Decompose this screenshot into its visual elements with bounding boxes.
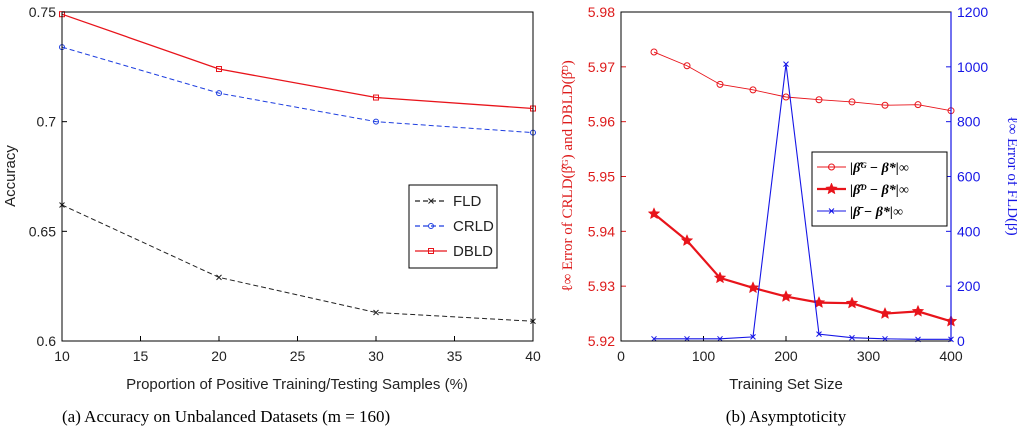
chart-a-x-tick-label: 30 [368, 348, 384, 364]
chart-a-x-axis-label: Proportion of Positive Training/Testing … [126, 376, 468, 393]
series-line-crld [61, 46, 534, 134]
chart-b-left-y-tick-label: 5.94 [588, 223, 615, 239]
chart-a-x-tick-label: 20 [211, 348, 227, 364]
chart-b-legend: |β̂ᴳ − β*|∞ |β̂ᴰ − β*|∞ |β̄ − β*|∞ [811, 151, 948, 227]
chart-b-x-tick-label: 100 [692, 348, 716, 364]
chart-a-x-tick-label: 25 [290, 348, 306, 364]
data-point-b-2 [651, 335, 657, 342]
data-point-b-2 [717, 335, 723, 342]
series-line-b-0 [653, 51, 952, 112]
chart-b-left-y-tick-label: 5.92 [588, 333, 615, 349]
series-line-b-1 [653, 212, 952, 323]
data-point-b-0 [749, 86, 757, 94]
data-point-dbld [373, 94, 379, 101]
legend-marker-b-2 [828, 208, 835, 214]
data-point-b-2 [750, 334, 756, 340]
data-point-b-0 [881, 101, 889, 109]
chart-b-left-y-tick-label: 5.93 [588, 278, 615, 294]
data-point-b-0 [650, 48, 658, 56]
chart-b-left-axis-label: ℓ∞ Error of CRLD(β̂ᴳ) and DBLD(β̂ᴰ) [560, 60, 576, 291]
legend-label-fld: FLD [453, 193, 482, 210]
data-point-b-0 [848, 98, 856, 106]
legend-marker-fld [428, 198, 434, 204]
data-point-b-1 [647, 207, 661, 220]
series-line-fld [61, 204, 534, 322]
data-point-fld [373, 309, 379, 316]
chart-b-left-y-tick-label: 5.96 [588, 114, 615, 130]
chart-b-right-y-tick-label: 200 [957, 278, 981, 294]
series-line-b-2 [654, 64, 951, 340]
chart-b-right-y-tick-label: 800 [957, 114, 981, 130]
legend-label-b-0: |β̂ᴳ − β*|∞ [850, 161, 909, 176]
data-point-b-2 [684, 335, 690, 342]
series-b-0 [650, 48, 955, 115]
data-point-b-1 [746, 281, 760, 294]
chart-b-right-y-tick-label: 0 [957, 333, 965, 349]
data-point-b-2 [783, 61, 789, 67]
chart-a-y-tick-label: 0.75 [29, 4, 56, 20]
data-point-b-2 [816, 331, 822, 337]
chart-b-x-tick-label: 0 [617, 348, 625, 364]
legend-marker-b-0 [828, 163, 835, 171]
data-point-b-0 [683, 62, 691, 70]
data-point-crld [216, 90, 222, 97]
chart-b-right-y-tick-label: 1200 [957, 4, 988, 20]
data-point-b-1 [713, 271, 727, 284]
chart-a-x-tick-label: 40 [525, 348, 541, 364]
chart-b-x-tick-label: 400 [939, 348, 963, 364]
data-point-b-0 [914, 101, 922, 109]
data-point-b-1 [845, 296, 859, 309]
chart-b-x-tick-label: 200 [774, 348, 798, 364]
chart-b-right-y-tick-label: 1000 [957, 59, 988, 75]
chart-a-y-axis-label: Accuracy [2, 145, 19, 207]
legend-marker-crld [428, 223, 434, 229]
chart-b-left-y-tick-label: 5.98 [588, 4, 615, 20]
chart-a-legend: FLD CRLD DBLD [408, 184, 498, 269]
chart-b-x-tick-label: 300 [857, 348, 881, 364]
data-point-dbld [216, 66, 222, 73]
legend-marker-dbld [428, 248, 434, 254]
chart-b-right-y-tick-label: 400 [957, 223, 981, 239]
series-dbld [59, 11, 536, 112]
data-point-b-1 [680, 234, 694, 247]
chart-a-caption: (a) Accuracy on Unbalanced Datasets (m =… [62, 407, 390, 426]
chart-a-x-tick-label: 35 [447, 348, 463, 364]
chart-b-right-axis-label: ℓ∞ Error of FLD(β̄) [1004, 116, 1017, 235]
chart-a-plot-area [62, 12, 533, 341]
series-b-1 [647, 207, 958, 327]
chart-a-y-tick-label: 0.6 [37, 333, 57, 349]
chart-b-left-y-tick-label: 5.95 [588, 169, 615, 185]
data-point-b-2 [882, 335, 888, 342]
chart-a-frame [61, 11, 534, 342]
data-point-b-0 [716, 80, 724, 88]
legend-label-crld: CRLD [453, 218, 494, 235]
chart-accuracy-unbalanced: 10 15 20 25 30 35 40 0.6 0.65 0.7 0.75 Proportion … [2, 4, 541, 426]
chart-b-x-axis-label: Training Set Size [729, 376, 843, 393]
chart-b-caption: (b) Asymptoticity [726, 407, 847, 426]
chart-a-x-tick-label: 10 [54, 348, 70, 364]
data-point-b-0 [815, 96, 823, 104]
legend-marker-b-1 [825, 182, 838, 195]
data-point-b-0 [782, 93, 790, 101]
chart-a-y-tick-label: 0.7 [37, 114, 57, 130]
chart-asymptoticity: 0 100 200 300 400 5.92 5.93 5.94 5.95 5.96 5.97 5.9… [560, 4, 1017, 426]
legend-label-b-1: |β̂ᴰ − β*|∞ [850, 183, 909, 198]
data-point-b-1 [911, 304, 925, 317]
series-line-dbld [61, 13, 534, 110]
data-point-b-1 [878, 306, 892, 319]
legend-label-dbld: DBLD [453, 243, 493, 260]
data-point-b-2 [849, 334, 855, 341]
data-point-crld [373, 118, 379, 125]
data-point-fld [216, 274, 222, 281]
chart-b-left-y-tick-label: 5.97 [588, 59, 615, 75]
data-point-b-1 [779, 289, 793, 302]
legend-label-b-2: |β̄ − β*|∞ [850, 205, 903, 220]
chart-b-right-y-tick-label: 600 [957, 169, 981, 185]
chart-a-y-tick-label: 0.65 [29, 223, 56, 239]
chart-a-x-tick-label: 15 [133, 348, 149, 364]
